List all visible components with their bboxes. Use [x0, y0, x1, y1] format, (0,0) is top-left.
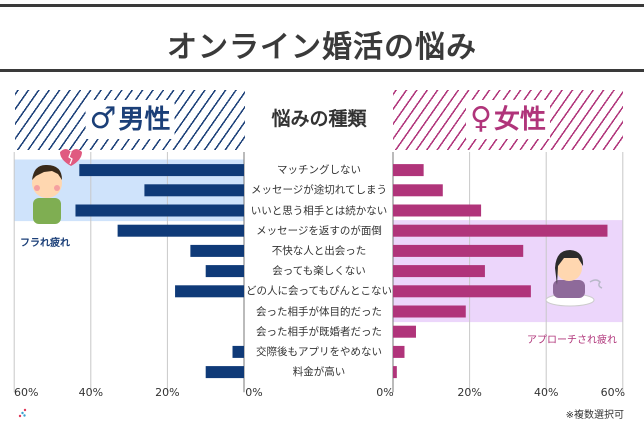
male-symbol-icon: ♂	[89, 101, 117, 136]
bar-male	[190, 244, 244, 257]
male-highlight-caption: フラれ疲れ	[20, 238, 70, 249]
chart-title: オンライン婚活の悩み	[167, 30, 477, 65]
multiple-choice-note: ※複数選択可	[565, 410, 624, 421]
bar-female	[393, 204, 482, 217]
tired-woman-illustration	[545, 250, 603, 307]
bar-male	[75, 204, 244, 217]
category-label: 会った相手が既婚者だった	[256, 325, 382, 338]
female-header-label: ♀女性	[466, 100, 550, 139]
category-label: 会っても楽しくない	[272, 265, 366, 278]
bar-female	[393, 244, 524, 257]
category-header: 悩みの種類	[271, 108, 367, 130]
category-label: メッセージが途切れてしまう	[251, 184, 387, 197]
bar-male	[205, 265, 244, 278]
sad-man-illustration	[32, 149, 82, 224]
bar-female	[393, 305, 466, 318]
category-label: マッチングしない	[277, 164, 361, 177]
x-tick-label: 40%	[78, 386, 104, 399]
logo-icon	[18, 408, 27, 418]
female-header: ♀女性	[393, 90, 623, 150]
bar-female	[393, 345, 405, 358]
x-tick-label: 20%	[155, 386, 180, 399]
category-label: いいと思う相手とは続かない	[250, 204, 388, 217]
female-label: 女性	[493, 105, 546, 135]
bar-female	[393, 366, 397, 379]
x-tick-label: 20%	[457, 386, 482, 399]
x-tick-label: 0%	[376, 386, 394, 399]
title-banner: オンライン婚活の悩み	[0, 4, 644, 72]
female-highlight-caption: アプローチされ疲れ	[527, 335, 617, 346]
bar-male	[117, 224, 244, 237]
category-label: 不快な人と出会った	[271, 244, 367, 257]
category-label: 交際後もアプリをやめない	[256, 345, 382, 358]
bar-male	[79, 164, 244, 177]
bar-male	[175, 285, 244, 298]
female-symbol-icon: ♀	[470, 101, 492, 136]
bar-male	[232, 345, 244, 358]
category-label: メッセージを返すのが面倒	[256, 224, 382, 237]
x-tick-label: 40%	[533, 386, 559, 399]
bar-female	[393, 325, 416, 338]
male-header: ♂男性	[15, 90, 245, 150]
x-tick-label: 0%	[245, 386, 263, 399]
bar-female	[393, 285, 531, 298]
category-label: 料金が高い	[292, 366, 346, 379]
male-header-label: ♂男性	[85, 100, 175, 139]
bar-male	[205, 366, 244, 379]
bar-female	[393, 265, 485, 278]
category-label: どの人に会ってもぴんとこない	[246, 285, 392, 298]
bar-female	[393, 224, 608, 237]
x-tick-label: 60%	[13, 386, 39, 399]
category-label: 会った相手が体目的だった	[256, 305, 382, 318]
bar-female	[393, 164, 424, 177]
bar-male	[144, 184, 244, 197]
bar-female	[393, 184, 443, 197]
x-tick-label: 60%	[600, 386, 626, 399]
male-label: 男性	[118, 105, 171, 135]
